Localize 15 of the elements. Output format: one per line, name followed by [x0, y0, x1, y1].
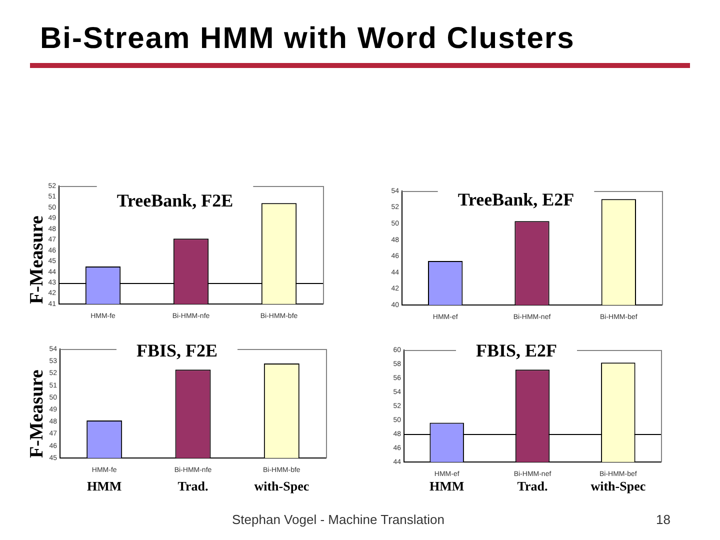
y-axis-title: F-Measure: [26, 216, 48, 304]
text: 18: [656, 512, 670, 527]
y-axis-title: F-Measure: [26, 370, 48, 458]
chart-title: FBIS, F2E: [136, 340, 218, 361]
chart-title: TreeBank, E2F: [458, 190, 574, 210]
text: Bi-Stream HMM with Word Clusters: [40, 22, 575, 56]
chart-title: TreeBank, F2E: [116, 190, 234, 211]
text: Stephan Vogel - Machine Translation: [232, 512, 444, 527]
text: with-Spec: [590, 478, 646, 494]
text: HMM: [87, 478, 122, 494]
chart-title: FBIS, E2F: [476, 340, 558, 361]
text: with-Spec: [254, 478, 310, 494]
text: HMM: [430, 478, 464, 494]
text: Trad.: [178, 478, 208, 494]
text: Trad.: [517, 478, 548, 494]
